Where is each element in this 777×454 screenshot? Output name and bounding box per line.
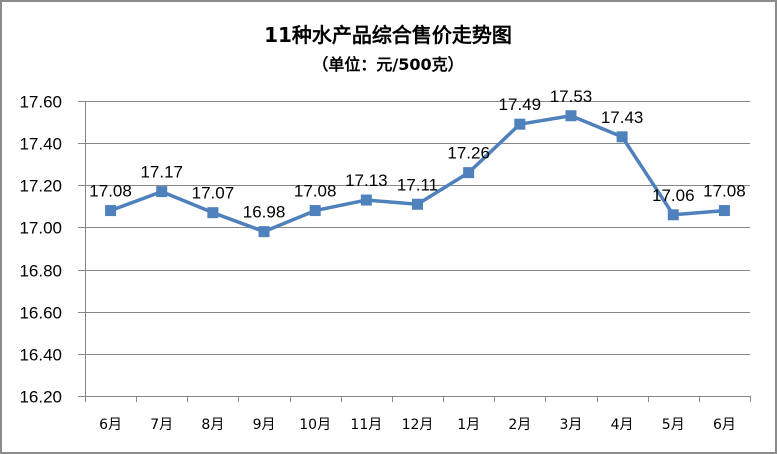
data-label: 16.98 (243, 203, 286, 222)
data-label: 17.26 (447, 144, 490, 163)
y-axis: 17.60 17.40 17.20 17.00 16.80 16.60 16.40 16.20 (19, 93, 86, 407)
data-label: 17.07 (192, 184, 235, 203)
gridlines (78, 101, 750, 397)
data-label: 17.49 (499, 95, 542, 114)
x-tick-label: 10月 (299, 417, 331, 433)
data-point-marker (718, 205, 730, 217)
data-point-marker (514, 118, 526, 130)
x-tick-label: 6月 (99, 417, 122, 433)
data-series (105, 110, 730, 238)
y-tick-label: 16.60 (19, 304, 62, 323)
data-label: 17.43 (601, 108, 644, 127)
data-point-marker (258, 226, 270, 238)
x-tick-label: 7月 (150, 417, 173, 433)
data-point-marker (309, 205, 321, 217)
x-tick-label: 12月 (402, 417, 434, 433)
data-label: 17.08 (89, 182, 132, 201)
y-tick-label: 17.00 (19, 219, 62, 238)
y-tick-label: 16.80 (19, 262, 62, 281)
y-tick-label: 17.60 (19, 93, 62, 112)
data-point-marker (667, 209, 679, 221)
data-label: 17.08 (294, 182, 337, 201)
data-labels: 17.08 17.17 17.07 16.98 17.08 17.13 17.11 17.26… (89, 87, 745, 222)
x-tick-label: 8月 (201, 417, 224, 433)
y-tick-label: 17.20 (19, 177, 62, 196)
data-label: 17.08 (703, 182, 746, 201)
x-tick-label: 3月 (560, 417, 583, 433)
x-tick-label: 9月 (253, 417, 276, 433)
data-label: 17.11 (397, 175, 438, 194)
data-label: 17.13 (345, 171, 388, 190)
x-tick-label: 5月 (662, 417, 685, 433)
y-tick-label: 17.40 (19, 135, 62, 154)
data-point-marker (412, 198, 423, 210)
data-point-marker (207, 207, 219, 219)
data-label: 17.06 (652, 186, 695, 205)
data-label: 17.53 (550, 87, 593, 106)
data-point-marker (616, 131, 628, 143)
data-label: 17.17 (140, 163, 183, 182)
data-point-marker (463, 167, 475, 179)
data-point-marker (360, 194, 372, 206)
y-tick-label: 16.20 (19, 388, 62, 407)
x-tick-label: 1月 (457, 417, 480, 433)
chart-title: 11种水产品综合售价走势图 (264, 23, 512, 47)
data-point-marker (105, 205, 117, 217)
series-line (109, 114, 725, 234)
data-point-marker (156, 186, 168, 198)
chart-subtitle: （单位：元/500克） (312, 55, 463, 74)
data-point-marker (565, 110, 577, 122)
x-tick-label: 11月 (350, 417, 382, 433)
x-tick-label: 4月 (611, 417, 634, 433)
x-axis: 6月 7月 8月 9月 10月 11月 12月 1月 2月 3月 4月 5月 6月 (85, 396, 751, 433)
x-tick-label: 6月 (713, 417, 736, 433)
y-tick-label: 16.40 (19, 346, 62, 365)
x-tick-label: 2月 (508, 417, 531, 433)
